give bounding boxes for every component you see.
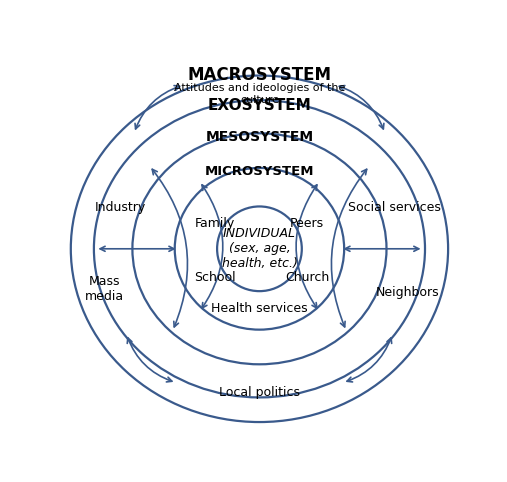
Text: EXOSYSTEM: EXOSYSTEM: [207, 98, 311, 113]
Text: Local politics: Local politics: [219, 386, 300, 399]
Text: School: School: [194, 271, 236, 284]
Text: Mass
media: Mass media: [85, 275, 124, 303]
Text: Family: Family: [195, 217, 235, 230]
Text: Neighbors: Neighbors: [376, 286, 439, 299]
Text: MESOSYSTEM: MESOSYSTEM: [205, 130, 313, 144]
Text: Attitudes and ideologies of the
culture: Attitudes and ideologies of the culture: [174, 83, 345, 105]
Text: Health services: Health services: [211, 302, 308, 315]
Text: MICROSYSTEM: MICROSYSTEM: [205, 165, 314, 178]
Text: Church: Church: [285, 271, 330, 284]
Text: Social services: Social services: [348, 201, 441, 214]
Text: MACROSYSTEM: MACROSYSTEM: [188, 66, 332, 84]
Text: INDIVIDUAL
(sex, age,
health, etc.): INDIVIDUAL (sex, age, health, etc.): [222, 228, 298, 270]
Text: Industry: Industry: [94, 201, 146, 214]
Text: Peers: Peers: [290, 217, 324, 230]
